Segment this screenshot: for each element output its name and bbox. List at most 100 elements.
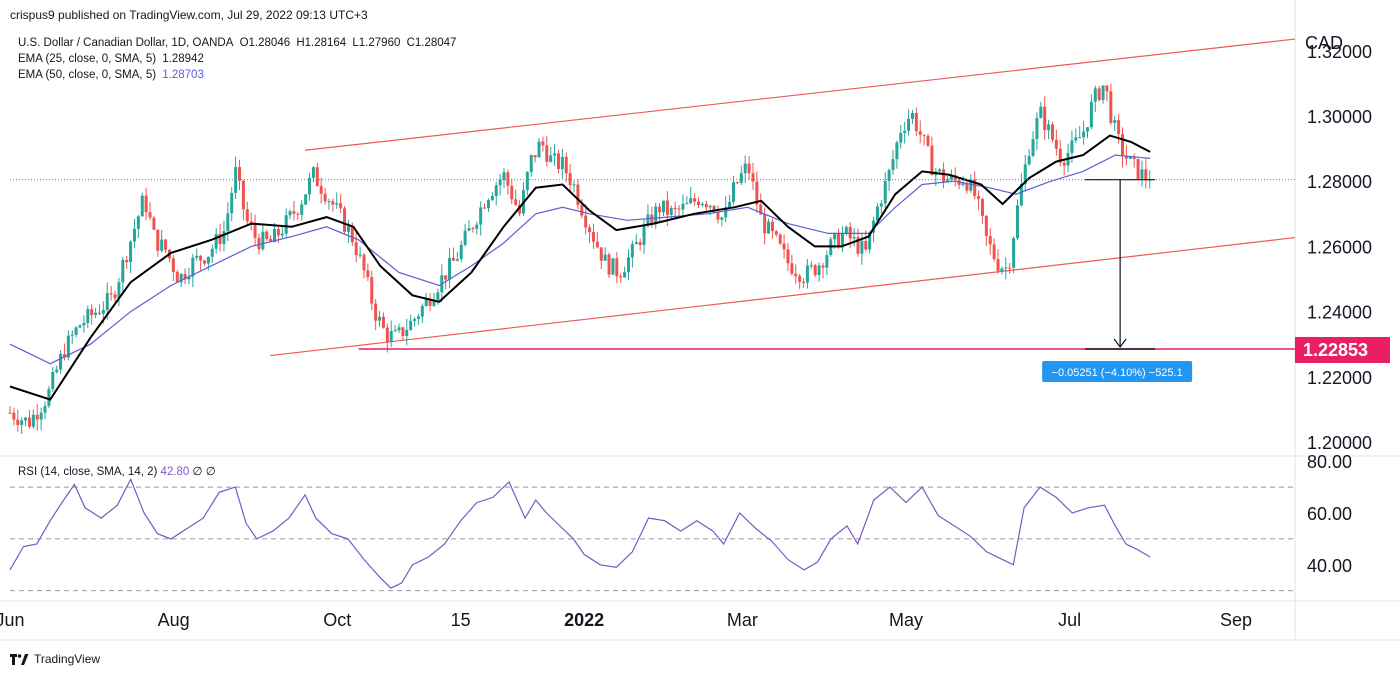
candle-body bbox=[759, 204, 763, 215]
candle-body bbox=[117, 282, 121, 299]
candle-body bbox=[1070, 140, 1074, 153]
candle-body bbox=[358, 254, 362, 256]
candle-body bbox=[514, 199, 518, 205]
low-value: L1.27960 bbox=[352, 37, 401, 49]
price-tick-label: 1.32000 bbox=[1307, 42, 1372, 62]
candle-body bbox=[879, 203, 883, 207]
candle-body bbox=[1074, 137, 1078, 141]
candle-body bbox=[331, 201, 335, 205]
candle-body bbox=[868, 232, 872, 250]
candle-body bbox=[175, 271, 179, 283]
candle-body bbox=[467, 228, 471, 231]
candle-body bbox=[370, 277, 374, 304]
time-axis-label: Jun bbox=[0, 610, 25, 630]
candle-body bbox=[899, 132, 903, 143]
candle-body bbox=[556, 153, 560, 169]
candle-body bbox=[646, 214, 650, 226]
candle-body bbox=[1023, 164, 1027, 185]
candle-body bbox=[685, 203, 689, 205]
candle-body bbox=[144, 195, 148, 213]
symbol-label[interactable]: U.S. Dollar / Canadian Dollar, 1D, OANDA bbox=[18, 37, 234, 49]
candle-body bbox=[308, 177, 312, 195]
candle-body bbox=[214, 234, 218, 249]
time-axis-label: 2022 bbox=[564, 610, 604, 630]
candle-body bbox=[817, 265, 821, 275]
candle-body bbox=[1117, 120, 1121, 135]
candle-body bbox=[747, 163, 751, 174]
candle-body bbox=[319, 186, 323, 194]
candle-body bbox=[238, 167, 242, 181]
channel-upper-line[interactable] bbox=[305, 38, 1296, 151]
target-price-label: 1.22853 bbox=[1303, 340, 1368, 360]
rsi-label[interactable]: RSI (14, close, SMA, 14, 2) bbox=[18, 466, 158, 478]
candle-body bbox=[988, 235, 992, 245]
candle-body bbox=[152, 217, 156, 230]
candle-body bbox=[74, 327, 78, 335]
tradingview-logo-icon bbox=[10, 653, 29, 665]
candle-body bbox=[90, 309, 94, 316]
candle-body bbox=[199, 255, 203, 261]
candle-body bbox=[502, 172, 506, 180]
candle-body bbox=[253, 224, 257, 238]
candle-body bbox=[743, 163, 747, 174]
candle-body bbox=[241, 180, 245, 210]
ema25-line[interactable] bbox=[9, 134, 1151, 401]
candle-body bbox=[708, 205, 712, 208]
ema50-row: EMA (50, close, 0, SMA, 5) 1.28703 bbox=[18, 67, 459, 83]
rsi-value: 42.80 bbox=[160, 466, 190, 478]
candle-body bbox=[31, 414, 35, 427]
candle-body bbox=[156, 229, 160, 251]
candle-body bbox=[716, 212, 720, 220]
candle-body bbox=[852, 237, 856, 239]
candle-body bbox=[693, 198, 697, 202]
candle-body bbox=[942, 169, 946, 183]
candle-body bbox=[864, 240, 868, 250]
candle-body bbox=[510, 185, 514, 200]
high-value: H1.28164 bbox=[296, 37, 347, 49]
candle-body bbox=[689, 198, 693, 204]
candle-body bbox=[984, 215, 988, 236]
candle-body bbox=[774, 231, 778, 235]
candle-body bbox=[132, 228, 136, 242]
candle-body bbox=[393, 330, 397, 332]
candle-body bbox=[486, 200, 490, 209]
candle-body bbox=[930, 145, 934, 176]
candle-body bbox=[763, 214, 767, 234]
price-tick-label: 1.28000 bbox=[1307, 172, 1372, 192]
candle-body bbox=[179, 273, 183, 283]
candle-body bbox=[187, 276, 191, 280]
candle-body bbox=[1031, 139, 1035, 156]
candle-body bbox=[681, 203, 685, 210]
candle-body bbox=[891, 159, 895, 171]
candle-body bbox=[938, 169, 942, 172]
candle-body bbox=[1082, 131, 1086, 138]
candle-body bbox=[1140, 169, 1144, 179]
time-axis-label: Mar bbox=[727, 610, 758, 630]
channel-lower-line[interactable] bbox=[270, 236, 1296, 357]
candle-body bbox=[1012, 238, 1016, 268]
ema50-label[interactable]: EMA (50, close, 0, SMA, 5) bbox=[18, 69, 157, 81]
candle-body bbox=[296, 213, 300, 215]
candle-body bbox=[883, 181, 887, 204]
candle-body bbox=[802, 281, 806, 283]
candle-body bbox=[273, 228, 277, 243]
candle-body bbox=[113, 294, 117, 299]
candle-body bbox=[1054, 139, 1058, 149]
candle-body bbox=[354, 242, 358, 256]
candle-body bbox=[805, 265, 809, 283]
candle-body bbox=[401, 327, 405, 337]
candle-body bbox=[210, 248, 214, 257]
candle-body bbox=[611, 258, 615, 275]
candle-body bbox=[1121, 134, 1125, 157]
ema25-label[interactable]: EMA (25, close, 0, SMA, 5) bbox=[18, 53, 157, 65]
candle-body bbox=[323, 193, 327, 202]
candle-body bbox=[1136, 158, 1140, 179]
candle-body bbox=[490, 195, 494, 201]
rsi-line[interactable] bbox=[9, 477, 1151, 589]
candle-body bbox=[62, 354, 66, 358]
ema50-line[interactable] bbox=[9, 154, 1151, 365]
candle-body bbox=[623, 272, 627, 278]
footer-brand: TradingView bbox=[34, 652, 101, 666]
candle-body bbox=[20, 420, 24, 425]
